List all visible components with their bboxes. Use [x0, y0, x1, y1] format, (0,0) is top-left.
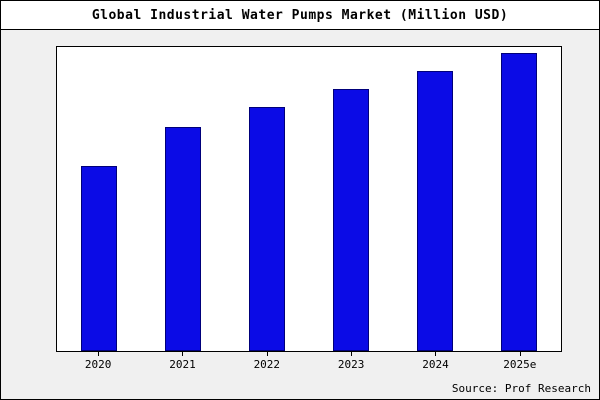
bar	[81, 166, 117, 351]
bar	[417, 71, 453, 351]
x-axis-label: 2024	[403, 352, 467, 371]
x-tick-icon	[519, 352, 521, 356]
x-axis-label: 2022	[235, 352, 299, 371]
bar	[165, 127, 201, 351]
x-tick-icon	[351, 352, 353, 356]
x-tick-icon	[435, 352, 437, 356]
x-axis-label: 2020	[66, 352, 130, 371]
x-axis-label: 2021	[150, 352, 214, 371]
x-axis-label: 2025e	[488, 352, 552, 371]
x-axis-label-text: 2025e	[503, 358, 537, 371]
x-tick-icon	[98, 352, 100, 356]
plot-area	[56, 46, 562, 352]
bar	[501, 53, 537, 351]
x-tick-icon	[266, 352, 268, 356]
bar	[333, 89, 369, 351]
x-tick-icon	[182, 352, 184, 356]
x-axis: 2020 2021 2022 2023 2024 2025e	[56, 352, 562, 371]
x-axis-label-text: 2021	[169, 358, 196, 371]
source-text: Source: Prof Research	[451, 382, 591, 395]
chart-main: 2020 2021 2022 2023 2024 2025e Source: Prof R…	[1, 30, 599, 399]
bar	[249, 107, 285, 351]
x-axis-label-text: 2022	[253, 358, 281, 371]
x-axis-label: 2023	[319, 352, 383, 371]
x-axis-label-text: 2023	[337, 358, 365, 371]
x-axis-label-text: 2024	[422, 358, 449, 371]
chart-title: Global Industrial Water Pumps Market (Mi…	[91, 7, 509, 23]
x-axis-label-text: 2020	[84, 358, 112, 371]
chart-header: Global Industrial Water Pumps Market (Mi…	[1, 1, 599, 30]
